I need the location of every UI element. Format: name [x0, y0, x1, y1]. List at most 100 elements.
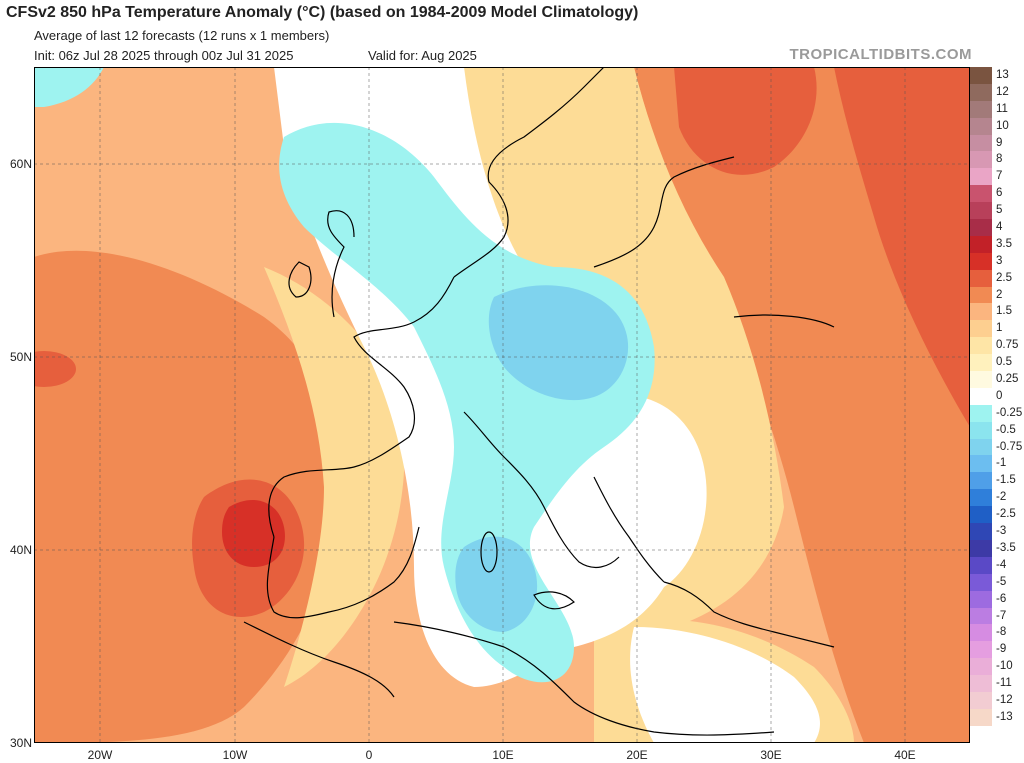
colorbar-label: 12	[996, 85, 1009, 98]
colorbar-label: 11	[996, 102, 1008, 115]
colorbar-swatch	[970, 573, 992, 591]
iberia-hot-center	[222, 499, 285, 567]
colorbar-label: 7	[996, 170, 1003, 183]
colorbar-step: -3	[970, 523, 1024, 540]
map-canvas	[34, 67, 970, 743]
map-title: CFSv2 850 hPa Temperature Anomaly (°C) (…	[6, 4, 639, 21]
colorbar-label: -11	[996, 677, 1012, 690]
colorbar-label: -5	[996, 575, 1007, 588]
colorbar-label: -0.5	[996, 423, 1016, 436]
colorbar-swatch	[970, 117, 992, 135]
coastlines	[243, 67, 835, 736]
colorbar-swatch	[970, 472, 992, 490]
colorbar-label: -2	[996, 491, 1007, 504]
colorbar-step: -1	[970, 455, 1024, 473]
colorbar-swatch	[970, 658, 992, 676]
colorbar-label: 13	[996, 69, 1009, 81]
colorbar-label: 2	[996, 288, 1003, 301]
colorbar-label: -2.5	[996, 508, 1016, 521]
colorbar-swatch	[970, 286, 992, 304]
colorbar-label: -13	[996, 710, 1013, 723]
colorbar-step: -0.75	[970, 438, 1024, 456]
colorbar-swatch	[970, 320, 992, 338]
colorbar-step: 9	[970, 134, 1024, 152]
lon-label-30e: 30E	[760, 748, 782, 762]
colorbar-swatch	[970, 134, 992, 152]
colorbar-step: -6	[970, 590, 1024, 608]
sardinia	[480, 531, 498, 573]
lon-label-10w: 10W	[222, 748, 248, 762]
neutral-east-med	[630, 627, 820, 743]
colorbar-swatch	[970, 607, 992, 625]
colorbar-step: 7	[970, 168, 1024, 186]
colorbar-step: 8	[970, 151, 1024, 169]
colorbar-step: 3	[970, 252, 1024, 270]
colorbar-label: -1	[996, 457, 1007, 470]
colorbar-swatch	[970, 438, 992, 456]
lon-label-20w: 20W	[87, 748, 113, 762]
colorbar-swatch	[970, 269, 992, 287]
header: CFSv2 850 hPa Temperature Anomaly (°C) (…	[0, 0, 1024, 66]
colorbar-step: -13	[970, 708, 1024, 726]
colorbar-swatch	[970, 675, 992, 692]
colorbar-step: -0.25	[970, 404, 1024, 422]
colorbar-label: -12	[996, 693, 1013, 706]
atlantic-warm-patch	[34, 351, 76, 387]
colorbar-label: 1	[996, 322, 1003, 335]
lon-label-10e: 10E	[492, 748, 514, 762]
cool-anomaly-region	[279, 122, 655, 683]
colorbar-swatch	[970, 387, 992, 405]
colorbar-label: 0.75	[996, 339, 1019, 352]
colorbar-step: 2	[970, 286, 1024, 304]
sicily	[533, 591, 575, 610]
anomaly-map[interactable]	[34, 67, 970, 743]
colorbar-step: -1.5	[970, 472, 1024, 490]
colorbar-swatch	[970, 455, 992, 473]
finland-hot-region	[674, 67, 817, 175]
neutral-balkans	[587, 395, 707, 595]
colorbar-step: -12	[970, 691, 1024, 709]
colorbar-swatch	[970, 168, 992, 186]
colorbar-step: 0.25	[970, 371, 1024, 388]
colorbar-step: -7	[970, 607, 1024, 625]
colorbar-swatch	[970, 219, 992, 236]
northeast-hot-region	[834, 67, 970, 427]
cool-anomaly-core-tyrrhenian	[455, 536, 538, 632]
colorbar-swatch	[970, 354, 992, 372]
colorbar-label: 10	[996, 119, 1009, 132]
colorbar-swatch	[970, 185, 992, 203]
colorbar-swatch	[970, 100, 992, 118]
colorbar-label: -9	[996, 643, 1007, 656]
west-europe-light-warm	[264, 267, 405, 687]
colorbar-swatch	[970, 83, 992, 101]
colorbar-step: -4	[970, 556, 1024, 574]
colorbar-label: 8	[996, 153, 1003, 166]
lon-label-0: 0	[365, 748, 373, 762]
colorbar-swatch	[970, 421, 992, 439]
colorbar-swatch	[970, 708, 992, 726]
colorbar-step: -3.5	[970, 539, 1024, 557]
colorbar-label: -10	[996, 660, 1013, 673]
north-atlantic-cool-patch	[34, 67, 104, 107]
colorbar-swatch	[970, 252, 992, 270]
colorbar-label: -6	[996, 592, 1007, 605]
cool-anomaly-core-central-europe	[488, 285, 629, 401]
colorbar-swatch	[970, 590, 992, 608]
colorbar-label: 3	[996, 254, 1003, 267]
colorbar-step: -10	[970, 658, 1024, 676]
colorbar-swatch	[970, 539, 992, 557]
colorbar-swatch	[970, 371, 992, 388]
colorbar-step: 2.5	[970, 269, 1024, 287]
colorbar-swatch	[970, 641, 992, 659]
valid-time: Valid for: Aug 2025	[368, 48, 477, 63]
colorbar-label: 3.5	[996, 237, 1012, 250]
colorbar-swatch	[970, 624, 992, 642]
colorbar-label: 0.5	[996, 356, 1012, 369]
colorbar-label: -3.5	[996, 541, 1016, 554]
colorbar-step: -9	[970, 641, 1024, 659]
colorbar-swatch	[970, 67, 992, 84]
colorbar-step: 5	[970, 202, 1024, 220]
colorbar-label: 0.25	[996, 373, 1019, 386]
colorbar-step: 10	[970, 117, 1024, 135]
colorbar-swatch	[970, 404, 992, 422]
